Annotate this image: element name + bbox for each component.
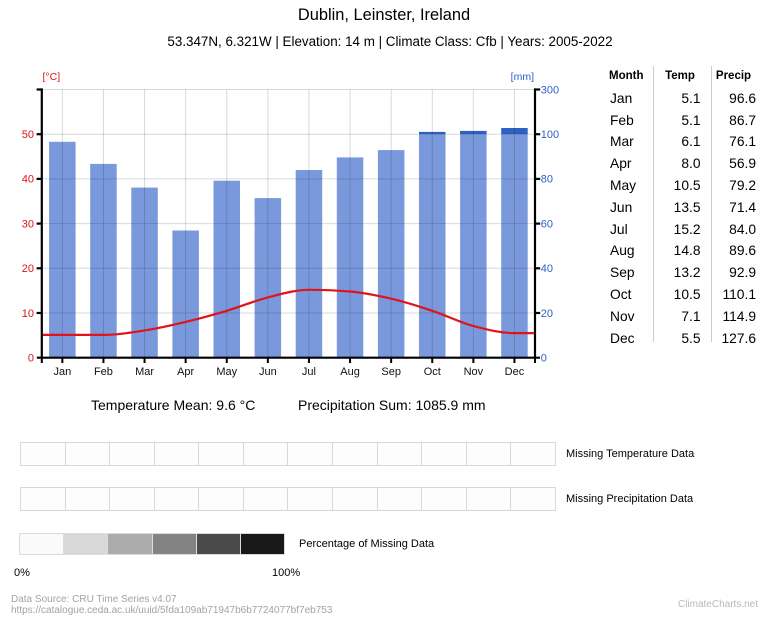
svg-text:60: 60 bbox=[541, 218, 553, 230]
svg-text:Aug: Aug bbox=[340, 366, 360, 378]
svg-text:[mm]: [mm] bbox=[511, 71, 534, 83]
svg-text:0: 0 bbox=[28, 353, 34, 365]
svg-text:20: 20 bbox=[22, 263, 34, 275]
svg-text:100: 100 bbox=[541, 129, 559, 141]
svg-text:50: 50 bbox=[22, 129, 34, 141]
svg-text:Jan: Jan bbox=[53, 366, 71, 378]
svg-text:80: 80 bbox=[541, 174, 553, 186]
svg-text:Feb: Feb bbox=[94, 366, 113, 378]
svg-text:Apr: Apr bbox=[177, 366, 194, 378]
svg-text:30: 30 bbox=[22, 218, 34, 230]
svg-text:Mar: Mar bbox=[135, 366, 154, 378]
svg-text:Jun: Jun bbox=[259, 366, 277, 378]
svg-text:Nov: Nov bbox=[464, 366, 484, 378]
svg-text:40: 40 bbox=[22, 174, 34, 186]
svg-text:10: 10 bbox=[22, 308, 34, 320]
svg-text:Dec: Dec bbox=[505, 366, 525, 378]
svg-text:Sep: Sep bbox=[381, 366, 401, 378]
svg-text:May: May bbox=[216, 366, 237, 378]
svg-text:300: 300 bbox=[541, 84, 559, 96]
svg-text:[°C]: [°C] bbox=[43, 71, 61, 83]
svg-text:Jul: Jul bbox=[302, 366, 316, 378]
svg-text:20: 20 bbox=[541, 308, 553, 320]
svg-text:Oct: Oct bbox=[424, 366, 441, 378]
svg-text:40: 40 bbox=[541, 263, 553, 275]
svg-text:0: 0 bbox=[541, 353, 547, 365]
